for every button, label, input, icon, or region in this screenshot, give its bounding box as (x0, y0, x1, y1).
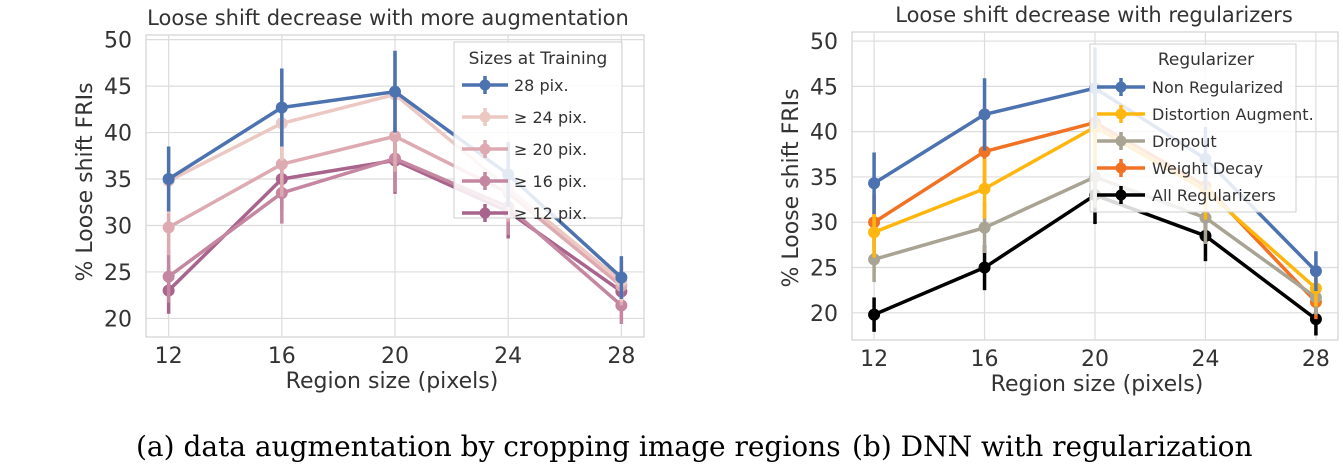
legend-item: Dropout (1097, 132, 1217, 151)
data-point (275, 101, 288, 114)
x-tick-label: 20 (1081, 347, 1109, 372)
y-tick-label: 30 (810, 211, 838, 236)
legend-item: Weight Decay (1097, 159, 1263, 178)
legend-marker (1115, 189, 1127, 201)
data-point (389, 130, 401, 143)
legend-marker (479, 79, 491, 91)
caption-b: (b) DNN with regularization (852, 430, 1253, 463)
y-tick-label: 25 (810, 257, 838, 282)
data-point (868, 253, 881, 266)
y-tick-label: 50 (104, 29, 132, 54)
legend-marker (479, 143, 491, 155)
legend: Regularizer Non Regularized Distortion Au… (1089, 43, 1314, 213)
y-tick-label: 45 (810, 75, 838, 100)
legend-marker (1115, 108, 1127, 120)
data-point (978, 261, 991, 274)
legend-marker (1115, 135, 1127, 147)
y-tick-label: 45 (104, 75, 132, 100)
legend-title: Sizes at Training (469, 49, 608, 69)
data-point (868, 226, 881, 239)
legend-frame (453, 41, 623, 219)
tick-layer: 12 16 20 24 28 20 25 30 35 40 45 50 (810, 30, 1330, 372)
data-point (162, 173, 175, 186)
legend-items: Non Regularized Distortion Augment. Dropou… (1097, 78, 1314, 205)
data-point (275, 158, 288, 171)
legend-item: ≥ 16 pix. (462, 172, 587, 191)
legend: Sizes at Training 28 pix. ≥ 24 pix. ≥ 20 p… (453, 41, 623, 223)
legend-marker (479, 175, 491, 187)
tick-layer: 12 16 20 24 28 20 25 30 35 40 45 50 (104, 29, 635, 369)
legend-item: Non Regularized (1097, 78, 1283, 97)
data-point (978, 108, 991, 121)
legend-item: ≥ 12 pix. (462, 204, 587, 223)
data-point (1309, 265, 1322, 278)
y-tick-label: 20 (104, 307, 132, 332)
data-point (162, 270, 175, 283)
legend-label: ≥ 24 pix. (514, 108, 587, 127)
chart-augmentation: 12 16 20 24 28 20 25 30 35 40 45 50 Loose shift dec… (73, 6, 645, 394)
legend-item: 28 pix. (462, 76, 569, 95)
legend-title: Regularizer (1158, 50, 1254, 70)
legend-marker (479, 207, 491, 219)
legend-label: All Regularizers (1152, 186, 1276, 205)
chart-regularization: 12 16 20 24 28 20 25 30 35 40 45 50 Loose shift dec… (779, 3, 1339, 397)
x-tick-label: 28 (1302, 347, 1330, 372)
x-axis-label: Region size (pixels) (286, 369, 499, 394)
data-point (868, 177, 881, 190)
caption-a: (a) data augmentation by cropping image … (136, 430, 841, 463)
legend-label: Distortion Augment. (1152, 105, 1314, 124)
chart-title: Loose shift decrease with regularizers (895, 3, 1293, 27)
y-axis-label: % Loose shift FRIs (73, 82, 98, 281)
x-tick-label: 16 (971, 347, 999, 372)
y-tick-label: 25 (104, 261, 132, 286)
data-point (615, 271, 628, 284)
x-tick-label: 28 (607, 344, 635, 369)
y-tick-label: 20 (810, 302, 838, 327)
legend-label: 28 pix. (514, 76, 569, 95)
legend-marker (1115, 81, 1127, 93)
data-point (978, 221, 991, 234)
x-axis-label: Region size (pixels) (991, 372, 1204, 397)
y-tick-label: 35 (810, 166, 838, 191)
x-tick-label: 24 (1191, 347, 1219, 372)
x-tick-label: 16 (268, 344, 296, 369)
legend-item: Distortion Augment. (1097, 105, 1314, 124)
legend-label: ≥ 12 pix. (514, 204, 587, 223)
legend-label: Dropout (1152, 132, 1217, 151)
x-tick-label: 12 (155, 344, 183, 369)
data-point (868, 308, 881, 321)
data-point (162, 221, 175, 234)
y-axis-label: % Loose shift FRIs (779, 88, 804, 287)
x-tick-label: 12 (860, 347, 888, 372)
x-tick-label: 20 (381, 344, 409, 369)
y-tick-label: 50 (810, 30, 838, 55)
legend-label: Non Regularized (1152, 78, 1283, 97)
y-tick-label: 40 (810, 121, 838, 146)
data-point (978, 182, 991, 195)
legend-label: Weight Decay (1152, 159, 1263, 178)
legend-marker (1115, 162, 1127, 174)
legend-item: ≥ 20 pix. (462, 140, 587, 159)
y-tick-label: 35 (104, 168, 132, 193)
y-tick-label: 30 (104, 214, 132, 239)
y-tick-label: 40 (104, 122, 132, 147)
legend-item: All Regularizers (1097, 186, 1276, 205)
legend-frame (1089, 43, 1297, 213)
legend-marker (479, 111, 491, 123)
x-tick-label: 24 (494, 344, 522, 369)
legend-items: 28 pix. ≥ 24 pix. ≥ 20 pix. ≥ 16 pix. ≥ 12 p… (462, 76, 587, 223)
legend-item: ≥ 24 pix. (462, 108, 587, 127)
legend-label: ≥ 20 pix. (514, 140, 587, 159)
chart-title: Loose shift decrease with more augmentat… (147, 6, 629, 30)
legend-label: ≥ 16 pix. (514, 172, 587, 191)
data-point (389, 85, 401, 98)
data-point (978, 145, 991, 158)
